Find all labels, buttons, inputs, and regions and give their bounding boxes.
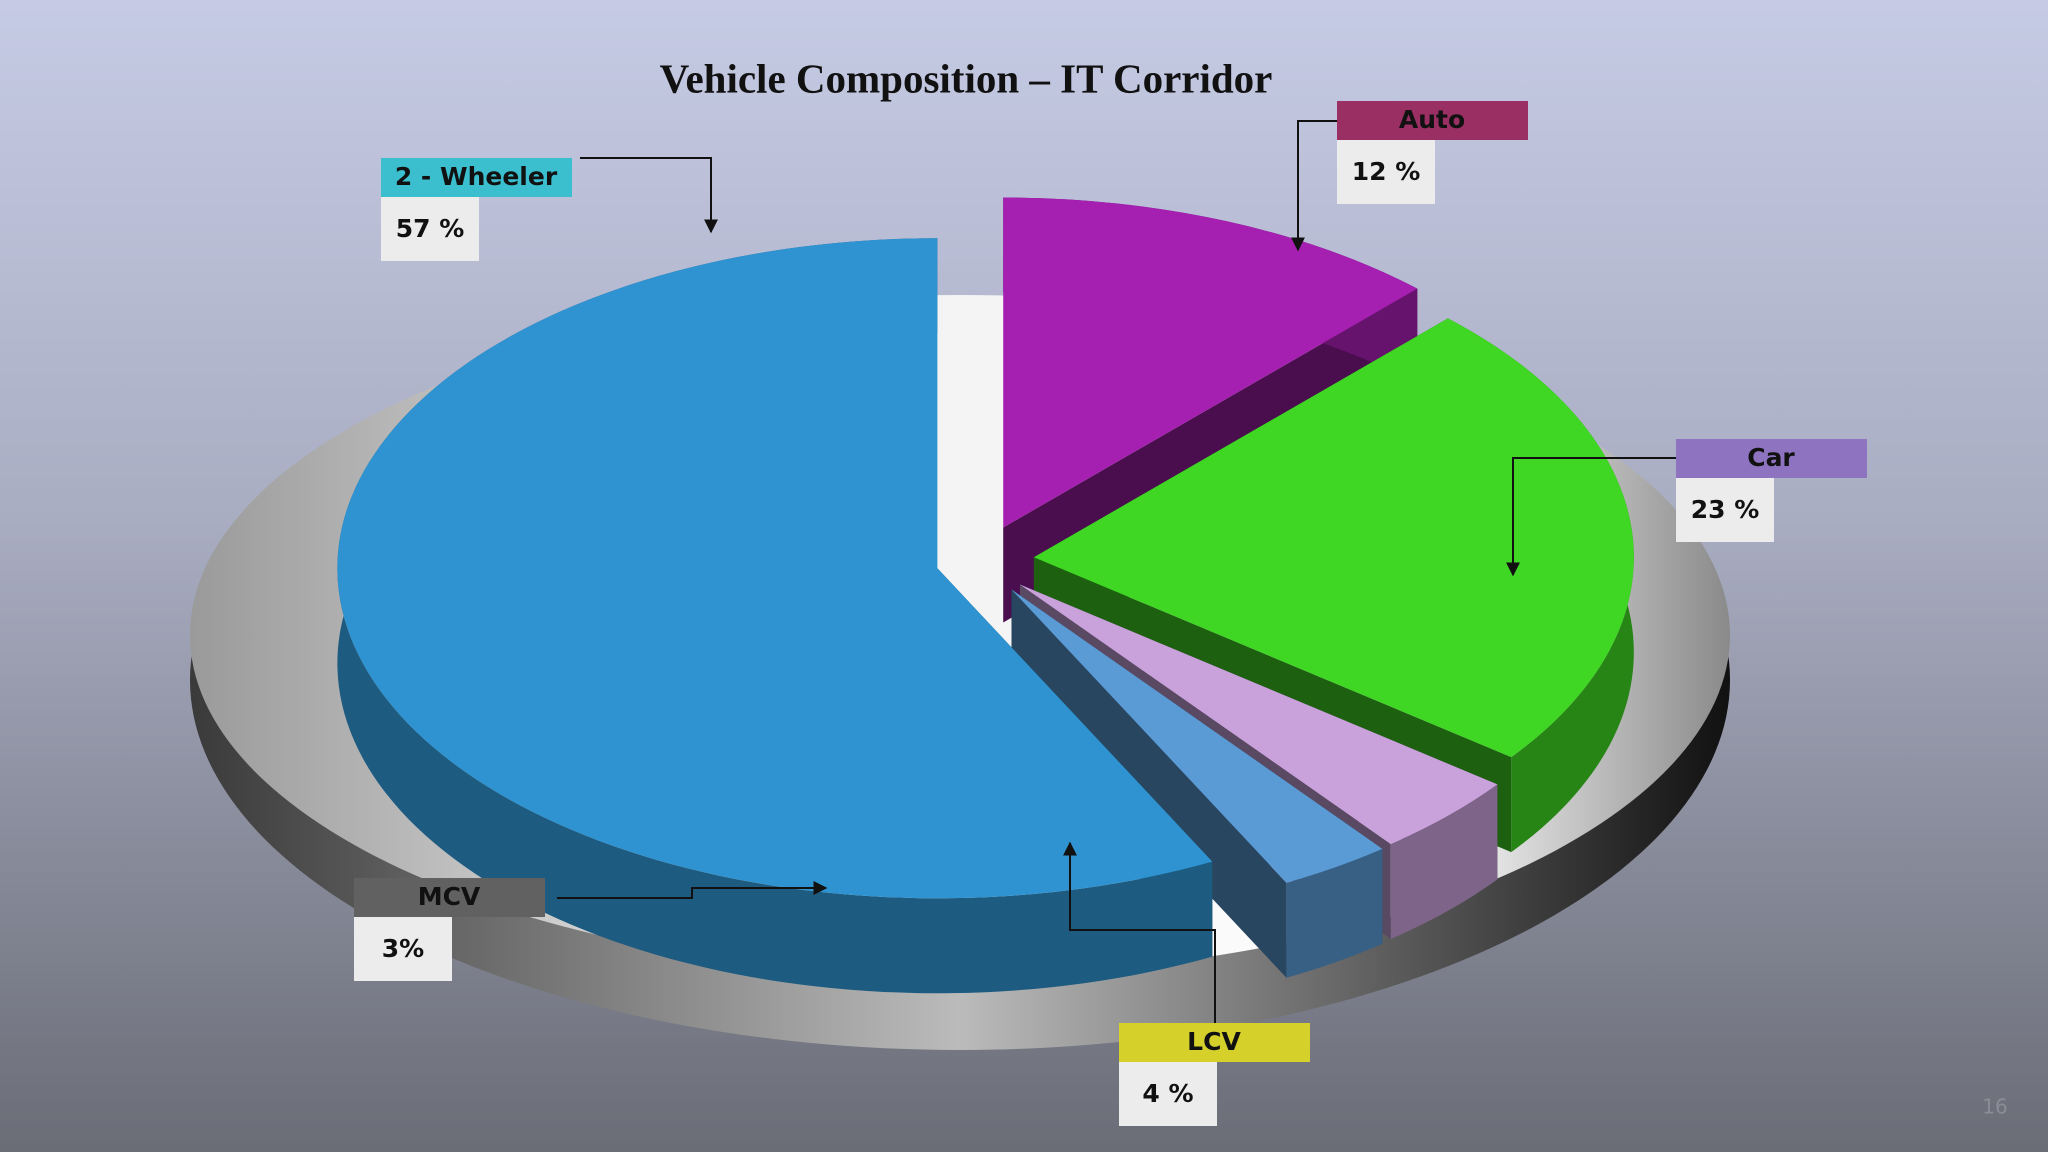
category-label: LCV [1187, 1027, 1241, 1056]
slice-tops [337, 197, 1634, 899]
leader-arrow [580, 157, 718, 234]
value-label: 4 % [1142, 1079, 1193, 1108]
category-label: Car [1747, 443, 1795, 472]
leader-arrow [1063, 841, 1216, 1023]
slice [337, 238, 1213, 899]
label-box [1119, 1023, 1310, 1062]
slice-side [1286, 848, 1383, 978]
value-box [1676, 478, 1774, 542]
label-box [1676, 439, 1867, 478]
category-label: Auto [1399, 105, 1465, 134]
page-number: 16 [1982, 1095, 2007, 1119]
label-box [1337, 101, 1528, 140]
value-box [381, 197, 479, 261]
value-label: 12 % [1352, 157, 1421, 186]
slice [1003, 197, 1418, 528]
slice-edge [1033, 318, 1512, 853]
label-box [354, 878, 545, 917]
value-label: 3% [382, 934, 424, 963]
chart-title: Vehicle Composition – IT Corridor [660, 55, 1273, 101]
value-box [1337, 140, 1435, 204]
slice [1033, 318, 1634, 758]
leader-arrow [1506, 457, 1676, 577]
labels: Auto 12 % Car 23 % LCV 4 % MCV 3% 2 - Wheeler 57 … [354, 101, 1867, 1126]
slice [1011, 589, 1383, 883]
value-box [1119, 1062, 1217, 1126]
leader-arrow [1291, 120, 1337, 252]
category-label: MCV [418, 882, 481, 911]
leader-arrow [557, 881, 828, 899]
label-box [381, 158, 572, 197]
slice-side [1390, 784, 1498, 939]
slice [1019, 584, 1498, 844]
value-label: 23 % [1691, 495, 1760, 524]
slice-side [337, 238, 1213, 994]
value-box [354, 917, 452, 981]
value-label: 57 % [396, 214, 465, 243]
category-label: 2 - Wheeler [395, 162, 558, 191]
